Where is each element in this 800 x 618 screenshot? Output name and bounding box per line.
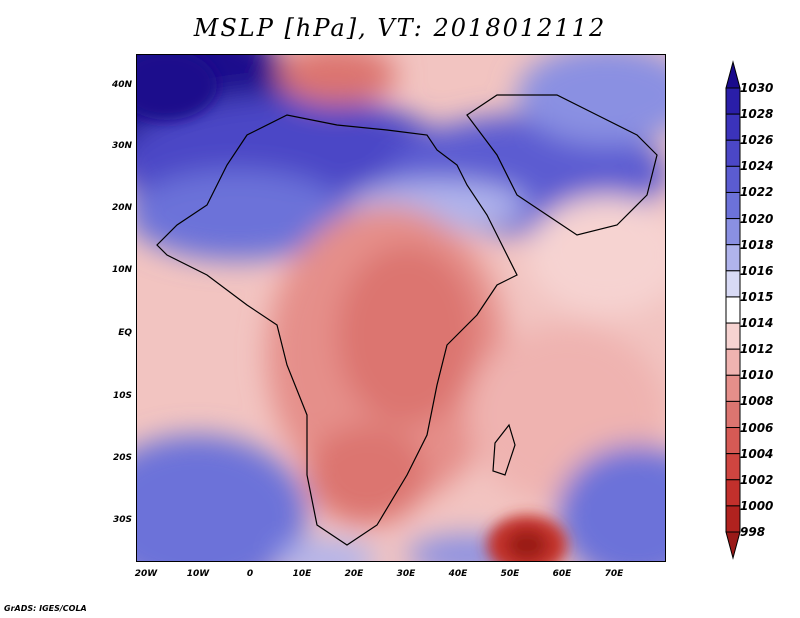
colorbar-label: 1015: [740, 289, 774, 304]
colorbar-swatch: [725, 218, 741, 246]
colorbar-label: 1002: [740, 472, 774, 487]
colorbar-swatch: [725, 479, 741, 507]
colorbar-label: 1026: [740, 133, 774, 148]
colorbar-label: 1008: [740, 394, 774, 409]
colorbar-label: 998: [740, 525, 766, 539]
chart-title: MSLP [hPa], VT: 2018012112: [193, 14, 607, 42]
colorbar-swatch: [725, 374, 741, 402]
lat-label: 30N: [111, 141, 132, 151]
colorbar-arrow-top: [725, 60, 741, 89]
colorbar-swatch: [725, 191, 741, 220]
colorbar-label: 1018: [740, 237, 774, 252]
lat-label: 10S: [112, 391, 132, 401]
lat-label: 20N: [111, 203, 132, 213]
lon-label: 30E: [396, 569, 416, 579]
colorbar-swatch: [725, 87, 741, 115]
pressure-map: [136, 54, 666, 562]
colorbar-swatch: [725, 348, 741, 376]
colorbar-label: 1000: [740, 498, 774, 513]
lat-label: 10N: [111, 265, 132, 275]
colorbar-arrow-bottom: [725, 531, 741, 560]
colorbar-swatch: [725, 165, 741, 193]
colorbar-label: 1016: [740, 263, 774, 278]
lon-label: 10W: [186, 569, 210, 579]
colorbar-swatch: [725, 505, 741, 533]
colorbar-label: 1004: [740, 446, 774, 461]
colorbar-swatch: [725, 453, 741, 481]
colorbar-swatch: [725, 400, 741, 429]
lon-label: 60E: [552, 569, 572, 579]
colorbar-swatch: [725, 296, 741, 324]
colorbar-label: 1024: [740, 159, 774, 174]
lon-label: 50E: [500, 569, 520, 579]
colorbar-swatch: [725, 139, 741, 167]
colorbar-swatch: [725, 113, 741, 141]
colorbar-label: 1010: [740, 368, 774, 383]
lon-label: 40E: [448, 569, 468, 579]
lat-label: 40N: [111, 80, 132, 90]
colorbar-label: 1030: [740, 81, 774, 95]
colorbar-label: 1006: [740, 420, 774, 435]
colorbar-label: 1014: [740, 316, 774, 331]
colorbar-swatch: [725, 322, 741, 350]
colorbar-label: 1012: [740, 342, 774, 357]
lat-label: 30S: [112, 515, 132, 525]
credit-text: GrADS: IGES/COLA: [4, 604, 87, 613]
pressure-field: [137, 55, 665, 561]
colorbar-swatch: [725, 427, 741, 455]
lat-label: 20S: [112, 453, 132, 463]
lon-label: 10E: [292, 569, 312, 579]
colorbar: [725, 60, 741, 560]
lon-label: 20W: [134, 569, 158, 579]
colorbar-label: 1022: [740, 185, 774, 200]
lon-label: 70E: [604, 569, 624, 579]
lon-label: 0: [246, 569, 254, 579]
colorbar-swatch: [725, 270, 741, 298]
colorbar-swatch: [725, 244, 741, 272]
lon-label: 20E: [344, 569, 364, 579]
lat-label: EQ: [118, 328, 132, 338]
colorbar-label: 1028: [740, 107, 774, 122]
colorbar-label: 1020: [740, 211, 774, 226]
